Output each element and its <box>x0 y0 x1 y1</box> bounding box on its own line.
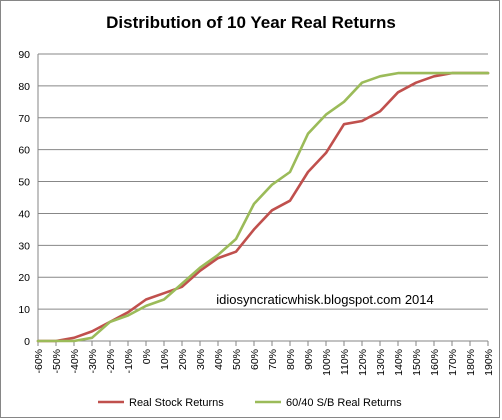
y-tick-label: 0 <box>24 336 30 348</box>
y-tick-label: 70 <box>18 113 30 125</box>
x-tick-label: 170% <box>447 349 459 376</box>
x-axis: -60% -50% -40% -30% -20% -10% 0% 10% 20% 30% 40% 50… <box>33 341 495 376</box>
x-tick-label: 150% <box>411 349 423 376</box>
x-tick-label: 50% <box>231 349 243 370</box>
series-line-2 <box>36 71 490 343</box>
x-tick-label: 60% <box>249 349 261 370</box>
x-tick-label: 70% <box>267 349 279 370</box>
y-tick-label: 80 <box>18 81 30 93</box>
x-tick-label: -50% <box>51 349 63 374</box>
x-tick-label: 130% <box>375 349 387 376</box>
x-tick-label: 110% <box>339 349 351 375</box>
x-tick-label: 30% <box>195 349 207 370</box>
y-tick-label: 20 <box>18 272 30 284</box>
x-tick-label: 160% <box>429 349 441 376</box>
y-tick-label: 90 <box>18 49 30 61</box>
x-tick-label: -20% <box>105 349 117 374</box>
x-tick-label: 0% <box>141 349 153 364</box>
y-tick-label: 60 <box>18 145 30 157</box>
y-axis: 0 10 20 30 40 50 60 70 80 90 <box>18 49 39 348</box>
y-tick-label: 50 <box>18 177 30 189</box>
y-tick-label: 10 <box>18 304 30 316</box>
legend-label-2: 60/40 S/B Real Returns <box>286 397 402 409</box>
x-tick-label: -40% <box>69 349 81 374</box>
series-lines <box>36 71 490 343</box>
x-tick-label: 80% <box>285 349 297 370</box>
chart-title: Distribution of 10 Year Real Returns <box>106 13 396 32</box>
x-tick-label: 40% <box>213 349 225 370</box>
y-tick-label: 40 <box>18 208 30 220</box>
x-tick-label: 180% <box>465 349 477 376</box>
x-tick-label: -10% <box>123 349 135 374</box>
y-tick-label: 30 <box>18 240 30 252</box>
legend: Real Stock Returns 60/40 S/B Real Returns <box>98 397 402 409</box>
x-tick-label: -30% <box>87 349 99 374</box>
source-annotation: idiosyncraticwhisk.blogspot.com 2014 <box>216 292 434 307</box>
x-tick-label: 120% <box>357 349 369 376</box>
x-tick-label: 100% <box>321 349 333 376</box>
gridlines <box>38 53 488 342</box>
x-tick-label: 20% <box>177 349 189 370</box>
x-tick-label: -60% <box>33 349 45 374</box>
x-tick-label: 140% <box>393 349 405 376</box>
legend-label-1: Real Stock Returns <box>129 397 224 409</box>
x-tick-label: 10% <box>159 349 171 370</box>
x-tick-label: 90% <box>303 349 315 370</box>
x-tick-label: 190% <box>483 349 495 376</box>
